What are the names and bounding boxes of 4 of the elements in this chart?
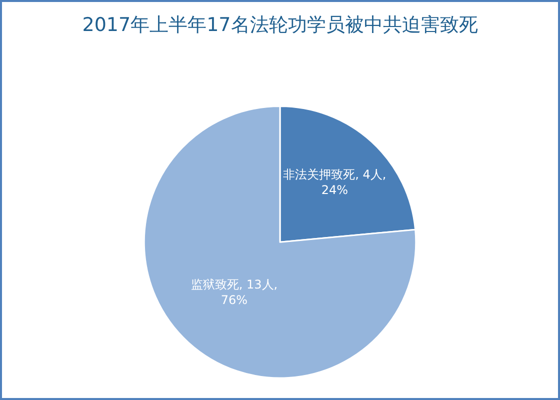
slice-label: 监狱致死, 13人, 76% xyxy=(190,278,278,308)
pie-slice xyxy=(143,105,417,379)
chart-title: 2017年上半年17名法轮功学员被中共迫害致死 xyxy=(82,14,478,36)
slice-label: 非法关押致死, 4人, 24% xyxy=(283,167,386,197)
